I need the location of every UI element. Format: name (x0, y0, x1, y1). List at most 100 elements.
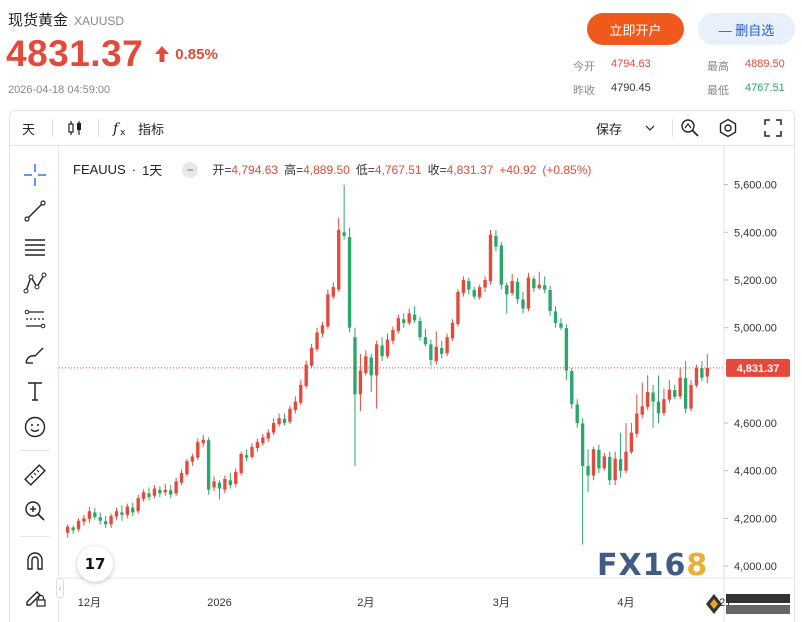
candle-body (299, 384, 303, 403)
instrument-name: 现货黄金 (8, 12, 69, 29)
remove-watchlist-button[interactable]: — 删自选 (698, 13, 795, 45)
svg-text:f: f (112, 121, 121, 137)
candle-body (331, 287, 335, 297)
x-tick-label: 2月 (357, 597, 374, 609)
candle-body (402, 319, 406, 323)
stat-label: 今开 (573, 61, 595, 73)
candle-body (358, 370, 363, 395)
candle-body (147, 493, 151, 497)
candle-body (98, 517, 102, 521)
quick-search-icon[interactable] (680, 111, 700, 145)
legend-interval: 1天 (142, 163, 163, 178)
tradingview-logo[interactable]: 17 (77, 546, 113, 582)
save-button[interactable]: 保存 (596, 111, 656, 145)
candle-body (152, 488, 157, 496)
candle-body (190, 456, 195, 462)
candle-body (369, 357, 373, 376)
ruler-icon[interactable] (22, 462, 48, 488)
legend-low-value: 4,767.51 (374, 163, 422, 177)
candle-body (353, 337, 357, 395)
candle-body (196, 442, 200, 458)
candle-body (320, 325, 325, 334)
lock-pencil-icon[interactable] (22, 584, 48, 610)
x-tick-label: 2026 (207, 597, 231, 609)
candle-body (440, 347, 444, 354)
toolbar-divider (52, 119, 53, 137)
candle-body (201, 439, 205, 444)
chart-toolbar: 天 f x 指标 保存 (9, 110, 795, 146)
candle-body (347, 237, 352, 328)
candle-body (261, 437, 265, 444)
candle-body (179, 473, 184, 483)
magnet-icon[interactable] (22, 548, 48, 574)
stat-low: 最低 4767.51 (707, 82, 785, 98)
candle-body (309, 347, 314, 366)
brush-icon[interactable] (22, 342, 48, 368)
candle-body (586, 465, 590, 476)
fullscreen-icon[interactable] (764, 111, 782, 145)
candle-body (206, 440, 211, 490)
y-tick-label: 4,200.00 (734, 513, 777, 525)
pattern-tool-icon[interactable] (22, 270, 48, 296)
candle-body (277, 418, 281, 425)
candle-body (570, 371, 574, 404)
candlestick-chart[interactable]: 5,600.00 5,400.00 5,200.00 5,000.00 4,600.00… (56, 146, 795, 622)
candle-body (521, 299, 525, 309)
current-price-value: 4,831.37 (737, 363, 780, 375)
candle-body (602, 456, 606, 469)
candle-body (488, 234, 493, 282)
candle-type-icon[interactable] (66, 111, 84, 145)
legend-high-value: 4,889.50 (303, 163, 350, 177)
stat-value: 4767.51 (745, 82, 785, 94)
zoom-in-icon[interactable] (22, 498, 48, 524)
stat-value: 4889.50 (745, 58, 785, 70)
stat-label: 昨收 (573, 85, 595, 97)
candle-body (228, 480, 232, 486)
candle-body (575, 404, 579, 424)
candle-body (120, 512, 124, 515)
y-tick-label: 5,200.00 (734, 275, 777, 287)
candle-body (76, 520, 81, 530)
current-price-tag (726, 358, 790, 377)
crosshair-icon[interactable] (22, 162, 48, 188)
candle-body (526, 277, 531, 309)
candle-body (472, 289, 476, 297)
candle-body (288, 408, 292, 422)
candle-body (66, 526, 70, 533)
candle-body (109, 516, 113, 525)
open-account-button[interactable]: 立即开户 (587, 13, 684, 45)
candle-body (656, 401, 661, 414)
y-tick-label: 4,600.00 (734, 418, 777, 430)
legend-change-pct: (+0.85%) (542, 162, 592, 177)
candle-body (103, 521, 108, 525)
emoji-icon[interactable] (22, 414, 48, 440)
candle-body (429, 344, 433, 360)
interval-selector[interactable]: 天 (22, 121, 36, 137)
candle-body (315, 332, 319, 350)
candle-body (651, 392, 655, 402)
candle-body (136, 498, 140, 512)
settings-hexagon-icon[interactable] (718, 111, 738, 145)
stat-label: 最低 (707, 85, 729, 97)
candle-body (580, 423, 585, 466)
candle-body (185, 461, 189, 475)
indicators-button[interactable]: f x 指标 (112, 111, 164, 145)
candle-body (82, 518, 86, 522)
candle-body (494, 235, 498, 247)
candle-body (250, 446, 254, 457)
legend-high: 高=4,889.50 (284, 163, 350, 177)
watermark-accent: 8 (686, 548, 709, 583)
collapse-legend-button[interactable]: − (182, 161, 199, 178)
horizontal-lines-icon[interactable] (22, 234, 48, 260)
price-row: 4831.37 0.85% (6, 34, 218, 74)
collapse-toolbar-handle[interactable]: ‹ (56, 578, 64, 598)
projection-tool-icon[interactable] (22, 306, 48, 332)
toolbar-divider (98, 119, 99, 137)
candle-body (125, 506, 130, 515)
text-tool-icon[interactable] (22, 378, 48, 404)
candle-body (499, 245, 504, 285)
trend-line-icon[interactable] (22, 198, 48, 224)
candle-body (93, 512, 97, 518)
fx168-watermark: FX168 (597, 548, 708, 583)
candle-body (461, 279, 466, 294)
